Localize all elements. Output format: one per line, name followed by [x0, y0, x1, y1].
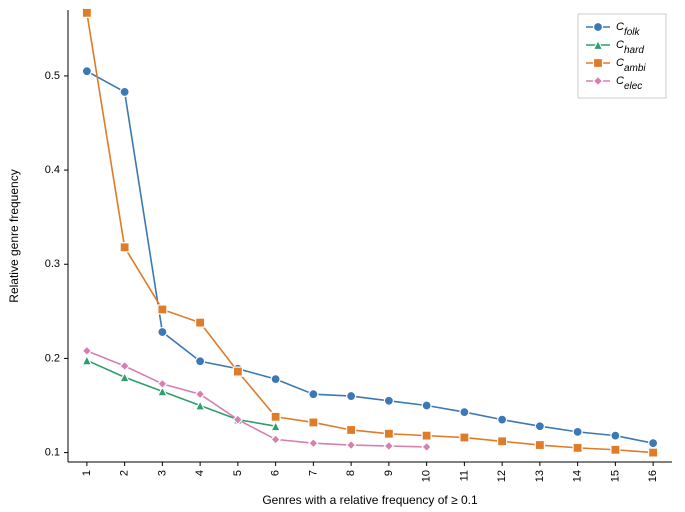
marker-circle: [196, 357, 205, 366]
marker-circle: [498, 415, 507, 424]
x-tick-label: 8: [345, 470, 357, 476]
x-tick-label: 6: [270, 470, 282, 476]
x-tick-label: 7: [307, 470, 319, 476]
x-tick-label: 13: [534, 470, 546, 482]
x-tick-label: 5: [232, 470, 244, 476]
marker-circle: [594, 23, 603, 32]
marker-square: [271, 412, 280, 421]
marker-square: [535, 441, 544, 450]
marker-circle: [649, 439, 658, 448]
x-tick-label: 12: [496, 470, 508, 482]
marker-square: [594, 59, 603, 68]
x-tick-label: 15: [609, 470, 621, 482]
marker-circle: [158, 328, 167, 337]
marker-square: [196, 318, 205, 327]
marker-circle: [120, 87, 129, 96]
marker-square: [158, 305, 167, 314]
marker-square: [498, 437, 507, 446]
x-tick-label: 10: [421, 470, 433, 482]
y-tick-label: 0.4: [45, 164, 60, 176]
x-tick-label: 3: [156, 470, 168, 476]
x-tick-label: 16: [647, 470, 659, 482]
x-tick-label: 2: [119, 470, 131, 476]
x-tick-label: 1: [81, 470, 93, 476]
x-tick-label: 11: [458, 470, 470, 481]
genre-frequency-chart: 0.10.20.30.40.512345678910111213141516Re…: [0, 0, 685, 512]
marker-circle: [347, 392, 356, 401]
marker-square: [347, 425, 356, 434]
marker-circle: [573, 427, 582, 436]
marker-square: [82, 8, 91, 17]
x-axis-label: Genres with a relative frequency of ≥ 0.…: [262, 493, 478, 507]
marker-square: [460, 433, 469, 442]
legend: CfolkChardCambiCelec: [578, 14, 666, 98]
x-tick-label: 4: [194, 470, 206, 476]
marker-square: [422, 431, 431, 440]
marker-circle: [384, 396, 393, 405]
marker-circle: [271, 375, 280, 384]
x-tick-label: 14: [572, 470, 584, 482]
marker-square: [309, 418, 318, 427]
marker-circle: [422, 401, 431, 410]
y-tick-label: 0.5: [45, 70, 60, 82]
y-tick-label: 0.2: [45, 352, 60, 364]
marker-square: [384, 429, 393, 438]
marker-square: [649, 448, 658, 457]
y-tick-label: 0.1: [45, 446, 60, 458]
marker-circle: [611, 431, 620, 440]
marker-circle: [535, 422, 544, 431]
chart-svg: 0.10.20.30.40.512345678910111213141516Re…: [0, 0, 685, 512]
marker-square: [573, 443, 582, 452]
y-axis-label: Relative genre frequency: [7, 169, 21, 302]
marker-circle: [82, 67, 91, 76]
marker-square: [611, 445, 620, 454]
marker-circle: [309, 390, 318, 399]
marker-circle: [460, 408, 469, 417]
x-tick-label: 9: [383, 470, 395, 476]
y-tick-label: 0.3: [45, 258, 60, 270]
marker-square: [120, 243, 129, 252]
marker-square: [233, 367, 242, 376]
